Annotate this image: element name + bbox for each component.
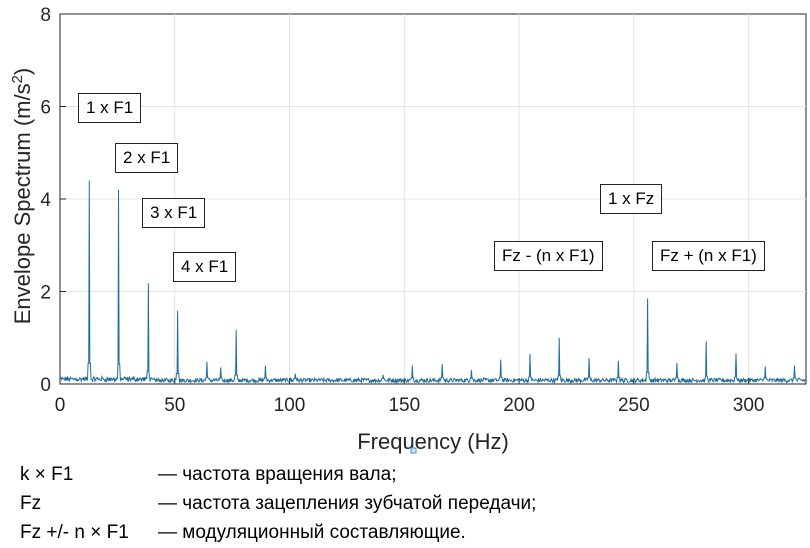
legend: k × F1 — частота вращения вала; Fz — час… <box>20 460 536 547</box>
legend-description: — частота вращения вала; <box>158 463 397 485</box>
annotation-fz-minus: Fz - (n x F1) <box>494 241 603 271</box>
legend-symbol: Fz <box>20 492 42 514</box>
y-axis-label: Envelope Spectrum (m/s2) <box>9 68 35 325</box>
y-tick-label: 6 <box>40 98 51 119</box>
legend-row: k × F1 — частота вращения вала; <box>20 460 536 489</box>
x-tick-label: 250 <box>618 395 650 416</box>
legend-description: — модуляционный составляющие. <box>158 521 466 543</box>
legend-row: Fz — частота зацепления зубчатой передач… <box>20 489 536 518</box>
x-tick-label: 100 <box>274 395 306 416</box>
annotation-4xf1: 4 x F1 <box>173 252 237 282</box>
grid-lines <box>60 14 806 384</box>
spectrum-series-line <box>59 180 807 385</box>
cursor-marker <box>410 447 417 454</box>
annotation-3xf1: 3 x F1 <box>142 198 206 228</box>
legend-symbol: k × F1 <box>20 463 74 485</box>
y-tick-labels: 0 2 4 6 8 <box>40 5 51 396</box>
y-tick-label: 2 <box>40 283 51 304</box>
y-axis-label-end: ) <box>10 68 35 75</box>
y-axis-label-sup: 2 <box>9 75 26 83</box>
annotation-1xfz: 1 x Fz <box>600 184 663 214</box>
x-tick-label: 200 <box>503 395 535 416</box>
annotation-1xf1: 1 x F1 <box>78 93 142 123</box>
legend-row: Fz +/- n × F1 — модуляционный составляющ… <box>20 518 536 547</box>
axis-ticks <box>59 13 750 385</box>
x-tick-label: 300 <box>733 395 765 416</box>
annotation-fz-plus: Fz + (n x F1) <box>652 241 765 271</box>
x-tick-label: 0 <box>55 395 66 416</box>
legend-symbol: Fz +/- n × F1 <box>20 521 129 543</box>
x-tick-label: 150 <box>388 395 420 416</box>
y-tick-label: 8 <box>40 5 51 26</box>
y-axis-label-main: Envelope Spectrum (m/s <box>10 83 35 324</box>
legend-description: — частота зацепления зубчатой передачи; <box>158 492 537 514</box>
x-axis-label: Frequency (Hz) <box>357 429 509 454</box>
y-tick-label: 0 <box>40 375 51 396</box>
annotation-2xf1: 2 x F1 <box>115 143 179 173</box>
y-tick-label: 4 <box>40 190 51 211</box>
x-tick-label: 50 <box>164 395 185 416</box>
x-tick-labels: 0 50 100 150 200 250 300 <box>55 395 765 416</box>
